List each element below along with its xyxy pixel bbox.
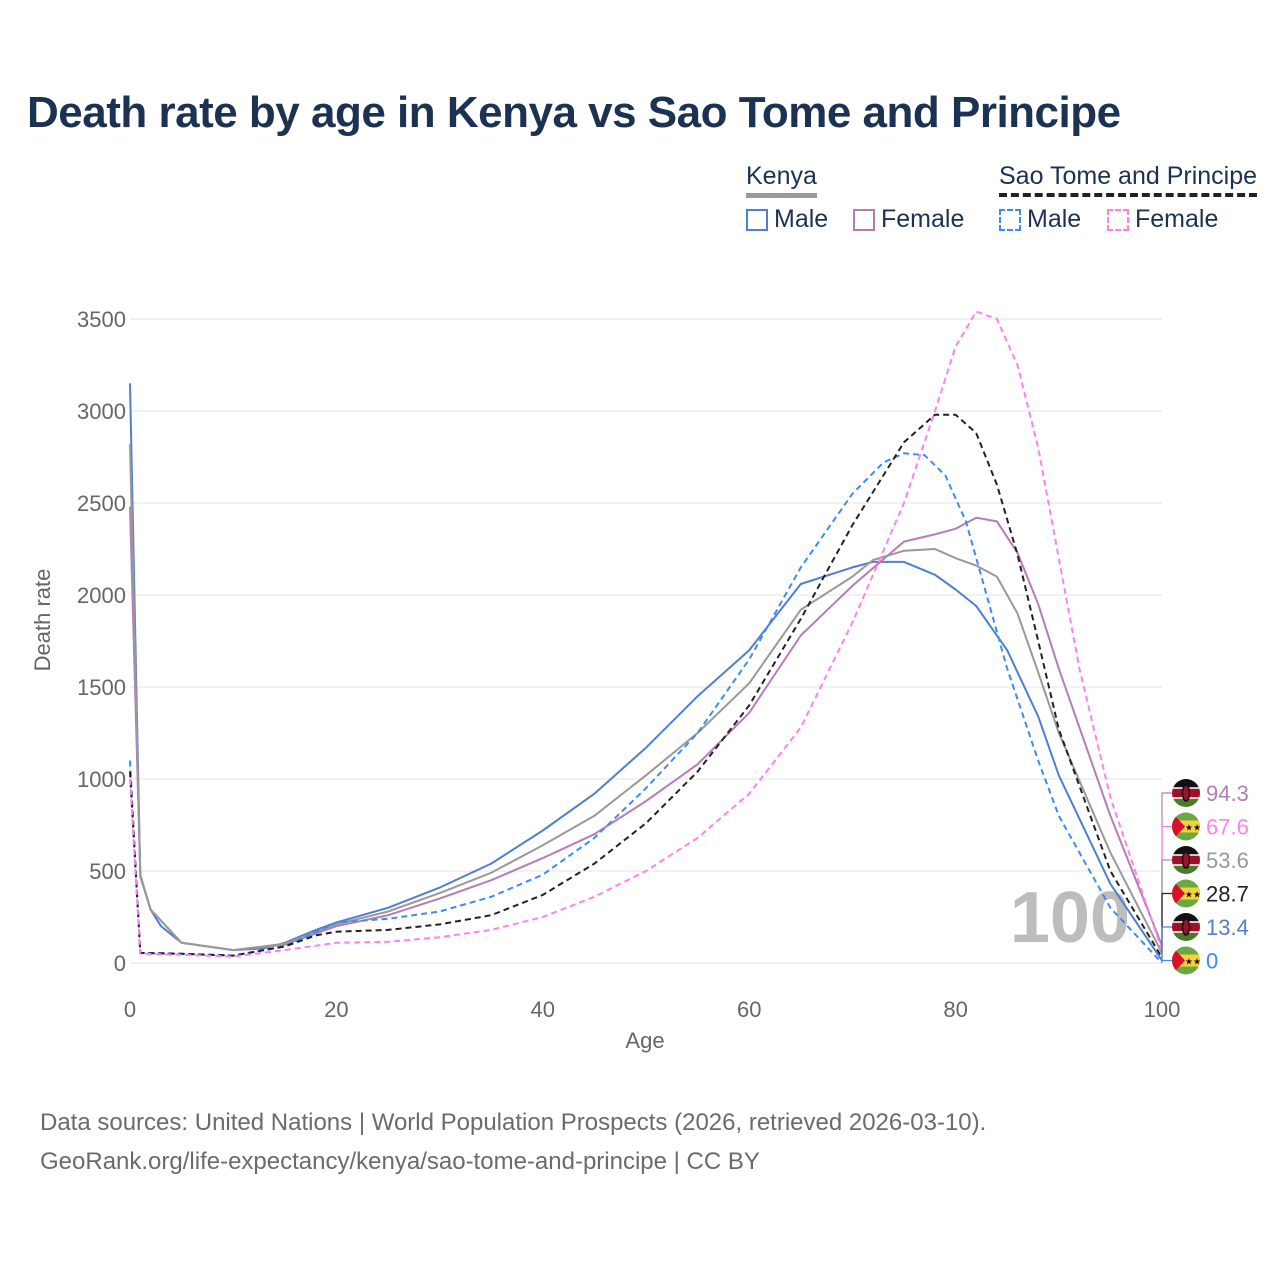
legend-swatch <box>853 208 875 231</box>
legend-swatch <box>1107 208 1129 231</box>
end-label-leader <box>1161 859 1172 954</box>
sao-tome-flag-icon: ★★ <box>1172 946 1201 975</box>
sao-tome-flag-icon: ★★ <box>1172 879 1201 908</box>
legend-swatch <box>999 208 1021 231</box>
svg-text:★★: ★★ <box>1185 957 1201 967</box>
year-watermark: 100 <box>1010 878 1130 958</box>
series-line-kenya-female[interactable] <box>129 506 1163 952</box>
legend-label: Female <box>1135 205 1219 233</box>
x-tick-label: 20 <box>324 997 348 1022</box>
x-tick-label: 80 <box>943 997 967 1022</box>
series-line-kenya-male[interactable] <box>129 383 1163 962</box>
legend-swatch <box>746 208 768 231</box>
end-label-leader <box>1161 926 1172 961</box>
x-tick-label: 100 <box>1144 997 1181 1022</box>
legend-label: Female <box>881 205 965 233</box>
y-tick-label: 3500 <box>77 307 126 332</box>
legend-item-stp-male[interactable]: Male <box>999 205 1081 234</box>
sao-tome-flag-icon: ★★ <box>1172 812 1201 841</box>
y-tick-label: 1000 <box>77 767 126 792</box>
y-tick-label: 3000 <box>77 399 126 424</box>
footer-sources: Data sources: United Nations | World Pop… <box>40 1109 987 1136</box>
end-label-leader <box>1161 892 1172 958</box>
end-label-leader <box>1161 825 1172 951</box>
y-axis-label: Death rate <box>30 569 55 672</box>
y-tick-label: 500 <box>89 859 126 884</box>
legend-item-kenya-female[interactable]: Female <box>853 205 964 234</box>
end-label-leader <box>1161 959 1172 963</box>
svg-text:★★: ★★ <box>1185 823 1201 833</box>
x-tick-label: 0 <box>124 997 136 1022</box>
end-value-label: 0 <box>1206 949 1218 974</box>
y-tick-label: 2000 <box>77 583 126 608</box>
kenya-flag-icon <box>1172 846 1200 874</box>
end-value-label: 94.3 <box>1206 781 1249 806</box>
series-line-sao-tome-and-principe-female[interactable] <box>129 310 1163 958</box>
svg-text:★★: ★★ <box>1185 890 1201 900</box>
series-line-sao-tome-and-principe-male[interactable] <box>129 452 1163 964</box>
kenya-flag-icon <box>1172 779 1200 807</box>
end-label-leader <box>1161 792 1172 946</box>
legend-group-kenya: Kenya <box>746 162 817 198</box>
x-tick-label: 60 <box>737 997 761 1022</box>
end-value-label: 28.7 <box>1206 882 1249 907</box>
y-tick-label: 2500 <box>77 491 126 516</box>
footer-link[interactable]: GeoRank.org/life-expectancy/kenya/sao-to… <box>40 1148 760 1175</box>
kenya-flag-icon <box>1172 913 1200 941</box>
y-tick-label: 1500 <box>77 675 126 700</box>
end-value-label: 53.6 <box>1206 848 1249 873</box>
end-value-label: 67.6 <box>1206 815 1249 840</box>
page-title: Death rate by age in Kenya vs Sao Tome a… <box>27 88 1121 137</box>
legend-item-stp-female[interactable]: Female <box>1107 205 1218 234</box>
legend-item-kenya-male[interactable]: Male <box>746 205 828 234</box>
y-tick-label: 0 <box>114 951 126 976</box>
x-tick-label: 40 <box>531 997 555 1022</box>
series-line-sao-tome-and-principe-total[interactable] <box>129 413 1163 959</box>
end-value-label: 13.4 <box>1206 915 1249 940</box>
series-line-kenya-total[interactable] <box>129 444 1163 954</box>
legend-group-sao-tome: Sao Tome and Principe <box>999 162 1258 197</box>
x-axis-label: Age <box>625 1028 664 1053</box>
legend-label: Male <box>774 205 829 233</box>
legend-label: Male <box>1027 205 1082 233</box>
